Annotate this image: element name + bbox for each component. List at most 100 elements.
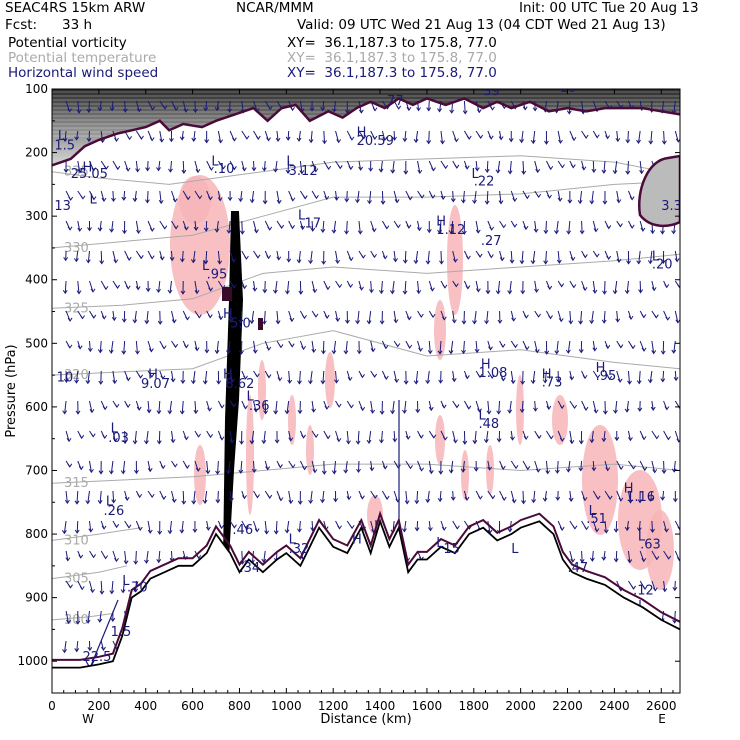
wind-vector-head: [568, 320, 574, 325]
wind-vector-head: [583, 134, 589, 139]
wind-vector-head: [605, 467, 611, 472]
wind-vector: [346, 430, 349, 444]
wind-vector: [510, 310, 515, 322]
wind-vector: [452, 490, 454, 500]
wind-vector-head: [180, 379, 186, 385]
wind-vector-head: [498, 136, 504, 141]
wind-vector-head: [275, 137, 281, 143]
wind-vector-head: [196, 554, 202, 560]
wind-vector-head: [290, 225, 295, 230]
wind-vector-head: [438, 470, 444, 475]
wind-vector-head: [369, 467, 375, 472]
wind-vector: [415, 370, 419, 384]
wind-vector-head: [461, 230, 467, 235]
x-tick-label: 2200: [552, 699, 583, 713]
wind-vector-head: [85, 380, 91, 385]
wind-vector: [580, 460, 583, 471]
wind-vector-head: [324, 405, 330, 410]
wind-vector-head: [404, 500, 410, 505]
wind-vector-head: [226, 350, 231, 355]
wind-vector-head: [109, 590, 115, 595]
wind-vector-head: [193, 108, 198, 113]
wind-vector: [415, 130, 419, 143]
wind-vector-head: [66, 619, 71, 624]
wind-vector: [311, 280, 316, 293]
wind-vector-head: [231, 284, 237, 289]
wind-extremum-label: L: [652, 250, 660, 265]
wind-vector: [194, 340, 198, 351]
wind-vector: [100, 190, 105, 202]
wind-vector-head: [370, 409, 376, 414]
wind-vector-head: [67, 108, 73, 113]
wind-vector-head: [169, 257, 175, 262]
wind-vector-head: [417, 227, 422, 232]
wind-vector-head: [660, 350, 666, 355]
wind-vector-head: [171, 319, 177, 324]
wind-vector-head: [320, 228, 326, 234]
wind-vector: [206, 460, 209, 474]
legend-potential-temperature: Potential temperature: [8, 50, 157, 66]
wind-vector: [110, 340, 114, 354]
wind-vector-head: [321, 470, 327, 475]
wind-vector-head: [379, 439, 384, 444]
wind-vector: [509, 280, 512, 294]
wind-vector: [487, 520, 491, 534]
wind-vector-head: [162, 105, 168, 110]
wind-vector: [288, 370, 291, 384]
wind-extremum-label: .51: [586, 512, 607, 527]
dynamic-tropopause-contour: [52, 97, 680, 228]
wind-vector-head: [261, 558, 267, 563]
wind-vector-head: [184, 464, 190, 469]
wind-vector-head: [274, 439, 280, 444]
wind-vector-head: [311, 408, 317, 413]
wind-vector: [651, 400, 654, 411]
wind-vector: [358, 160, 362, 171]
wind-vector-head: [97, 107, 103, 112]
wind-vector: [485, 430, 489, 443]
wind-extremum-label: .36: [249, 399, 270, 414]
wind-vector: [603, 160, 606, 174]
wind-vector-head: [584, 526, 589, 531]
wind-vector-head: [290, 106, 296, 112]
wind-vector-head: [261, 320, 267, 325]
wind-vector: [452, 190, 454, 202]
wind-vector: [286, 400, 290, 414]
wind-vector-head: [356, 468, 361, 473]
wind-vector-head: [67, 463, 73, 468]
wind-vector-head: [500, 343, 506, 348]
wind-vector-head: [370, 348, 376, 353]
x-tick-label: 1000: [271, 699, 302, 713]
wind-vector-head: [461, 320, 467, 325]
wind-vector: [122, 580, 126, 593]
wind-vector-head: [578, 349, 584, 354]
wind-vector: [206, 520, 209, 531]
wind-vector: [616, 250, 620, 263]
wind-extremum-label: L: [246, 390, 254, 405]
wind-vector: [532, 250, 536, 264]
wind-vector-head: [557, 197, 563, 202]
wind-vector-head: [625, 170, 631, 175]
wind-vector: [651, 280, 655, 291]
wind-vector-head: [229, 439, 235, 444]
wind-vector-head: [301, 345, 307, 351]
wind-vector-head: [266, 374, 272, 379]
wind-vector: [135, 550, 137, 564]
y-tick-label: 100: [25, 82, 48, 96]
wind-vector: [486, 190, 489, 204]
wind-vector: [452, 310, 455, 323]
wind-vector-head: [74, 648, 80, 653]
theta-contour: [52, 180, 680, 249]
wind-extremum-label: .20: [652, 257, 673, 272]
wind-vector: [662, 370, 665, 382]
wind-vector-head: [489, 374, 495, 379]
wind-extremum-label: L: [298, 208, 306, 223]
wind-vector-head: [607, 495, 613, 500]
wind-vector-head: [149, 137, 155, 142]
wind-vector: [392, 400, 395, 414]
wind-vector-head: [454, 138, 459, 143]
wind-vector: [663, 520, 667, 532]
wind-vector-head: [243, 375, 248, 380]
wind-vector-head: [466, 135, 472, 140]
theta-contour: [52, 565, 128, 580]
